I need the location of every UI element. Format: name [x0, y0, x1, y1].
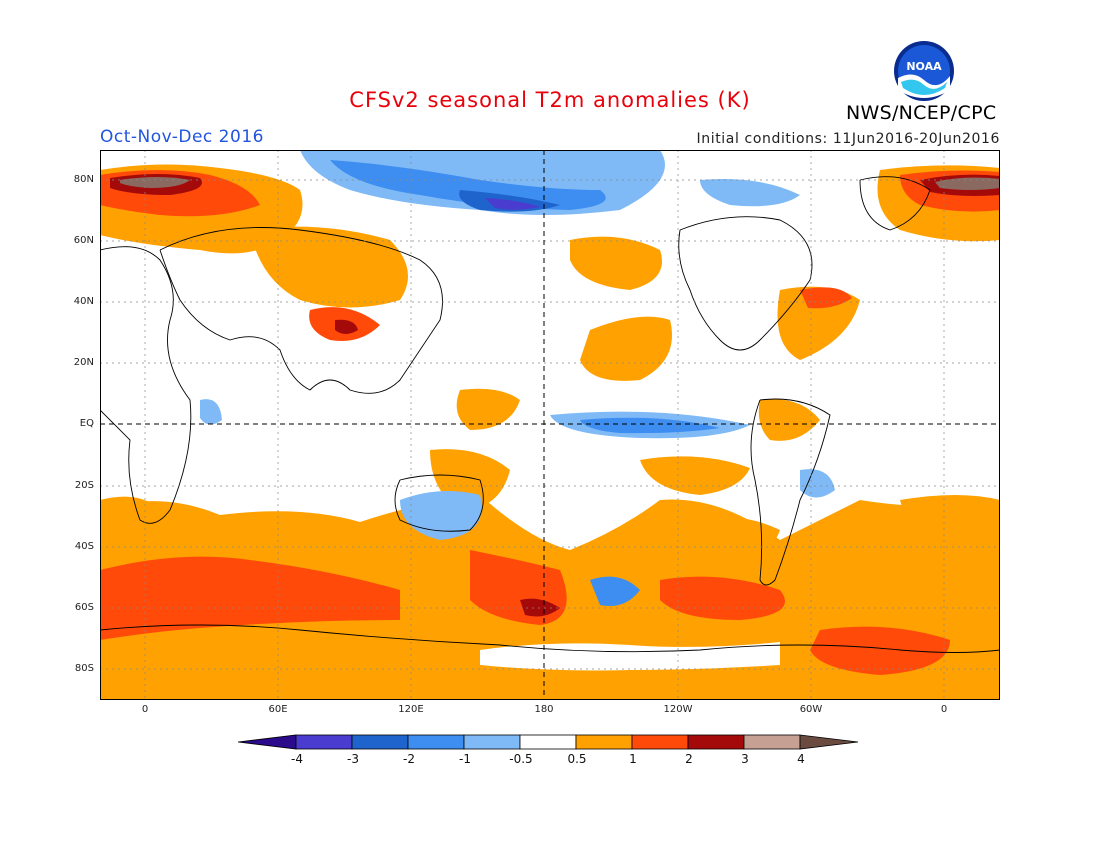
legend-swatch	[407, 734, 465, 750]
legend-swatch	[351, 734, 409, 750]
lat-label: 40N	[73, 296, 94, 307]
greenland-coast	[859, 176, 931, 231]
legend-label: 3	[741, 752, 749, 766]
legend-swatch	[743, 734, 801, 750]
cold-anomaly-regions	[200, 150, 835, 606]
season-label: Oct-Nov-Dec 2016	[100, 127, 264, 147]
lat-label: 60S	[74, 602, 94, 613]
africa-europe-coast	[100, 246, 192, 524]
legend-swatch	[631, 734, 689, 750]
lon-label: 0	[940, 704, 948, 715]
logo-text: NOAA	[906, 60, 942, 73]
lon-label: 120E	[398, 704, 424, 715]
lat-label: 80N	[73, 174, 94, 185]
lat-label: 60N	[73, 235, 94, 246]
initial-conditions-label: Initial conditions: 11Jun2016-20Jun2016	[696, 131, 1000, 147]
legend-swatch	[687, 734, 745, 750]
legend-label: 1	[629, 752, 637, 766]
legend-swatch	[519, 734, 577, 750]
legend-label: -2	[403, 752, 415, 766]
legend-label: -4	[291, 752, 303, 766]
south-america-coast	[750, 398, 831, 586]
agency-label: NWS/NCEP/CPC	[846, 102, 997, 124]
legend-swatch	[575, 734, 633, 750]
lon-label: 180	[534, 704, 554, 715]
legend-label: -0.5	[509, 752, 533, 766]
legend-label: 0.5	[567, 752, 587, 766]
color-legend	[238, 734, 859, 750]
legend-swatch	[463, 734, 521, 750]
noaa-logo: NOAA	[894, 41, 954, 101]
legend-swatch	[799, 734, 859, 750]
australia-coast	[394, 474, 484, 532]
warm-anomaly-regions	[100, 164, 1000, 700]
lon-label: 0	[141, 704, 149, 715]
lon-label: 60W	[799, 704, 823, 715]
lat-label: 20N	[73, 357, 94, 368]
coastlines	[100, 176, 1000, 653]
legend-label: 4	[797, 752, 805, 766]
lat-label: 80S	[74, 663, 94, 674]
grid-lines	[100, 150, 1000, 700]
legend-label: -1	[459, 752, 471, 766]
legend-swatch	[238, 734, 297, 750]
legend-label: 2	[685, 752, 693, 766]
antarctica-coast	[100, 624, 1000, 653]
eurasia-coast	[159, 227, 443, 394]
lon-label: 60E	[268, 704, 288, 715]
lon-label: 120W	[663, 704, 693, 715]
map-title: CFSv2 seasonal T2m anomalies (K)	[349, 88, 751, 112]
lat-label: 40S	[74, 541, 94, 552]
lat-label: 20S	[74, 480, 94, 491]
legend-swatch	[295, 734, 353, 750]
lat-label: EQ	[79, 418, 94, 429]
map-frame	[100, 150, 1000, 700]
legend-label: -3	[347, 752, 359, 766]
north-america-coast	[678, 216, 813, 351]
anomaly-map	[100, 150, 1000, 700]
